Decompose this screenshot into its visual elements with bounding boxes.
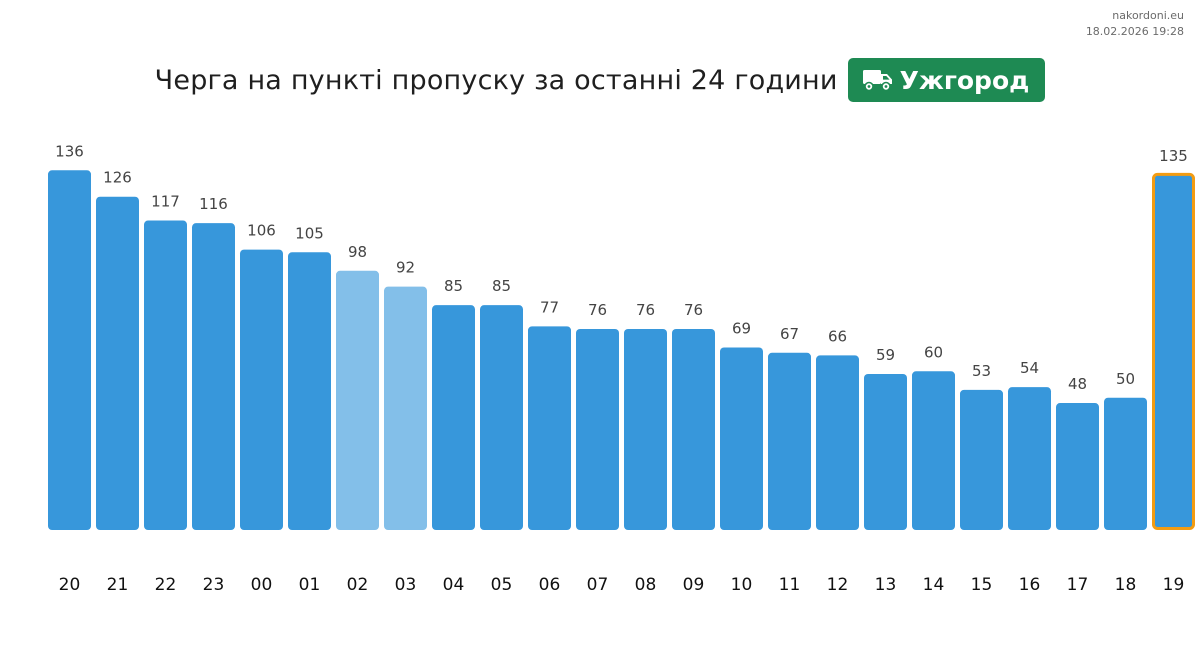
bar-03: [384, 286, 427, 530]
x-tick-label-09: 09: [683, 575, 705, 595]
x-tick-label-17: 17: [1067, 575, 1089, 595]
x-tick-label-10: 10: [731, 575, 753, 595]
meta-info: nakordoni.eu 18.02.2026 19:28: [1086, 8, 1184, 40]
x-tick-label-08: 08: [635, 575, 657, 595]
bar-23: [192, 223, 235, 530]
chart-header: Черга на пункті пропуску за останні 24 г…: [0, 58, 1200, 102]
x-tick-label-11: 11: [779, 575, 801, 595]
bar-08: [624, 328, 667, 530]
value-label-18: 50: [1116, 370, 1135, 388]
bar-19: [1152, 172, 1195, 531]
value-label-12: 66: [828, 327, 847, 345]
bars-group: [48, 170, 1195, 531]
value-label-08: 76: [636, 301, 655, 319]
location-badge-label: Ужгород: [899, 65, 1030, 95]
bar-17: [1056, 403, 1099, 530]
value-label-11: 67: [780, 325, 799, 343]
chart-title: Черга на пункті пропуску за останні 24 г…: [154, 64, 838, 96]
x-tick-label-21: 21: [107, 575, 129, 595]
bar-21: [96, 196, 139, 531]
value-label-22: 117: [151, 193, 180, 211]
bar-05: [480, 305, 523, 530]
bar-22: [144, 220, 187, 530]
value-label-01: 105: [295, 224, 324, 242]
bar-07: [576, 328, 619, 530]
x-tick-label-20: 20: [59, 575, 81, 595]
value-label-00: 106: [247, 222, 276, 240]
x-tick-label-06: 06: [539, 575, 561, 595]
x-tick-label-04: 04: [443, 575, 465, 595]
value-label-20: 136: [55, 142, 84, 160]
bar-11: [768, 352, 811, 530]
location-badge: Ужгород: [847, 58, 1046, 102]
bar-06: [528, 326, 571, 530]
x-tick-label-15: 15: [971, 575, 993, 595]
bar-12: [816, 355, 859, 530]
bar-16: [1008, 387, 1051, 530]
x-tick-label-13: 13: [875, 575, 897, 595]
value-label-09: 76: [684, 301, 703, 319]
bar-04: [432, 305, 475, 530]
x-tick-label-23: 23: [203, 575, 225, 595]
value-label-04: 85: [444, 277, 463, 295]
value-labels-group: 136 126 117 116 106 105 98 92 85 85 77 76 76 76 69 67 66…: [55, 142, 1188, 393]
x-tick-label-02: 02: [347, 575, 369, 595]
value-label-14: 60: [924, 343, 943, 361]
value-label-03: 92: [396, 259, 415, 277]
bar-10: [720, 347, 763, 530]
value-label-16: 54: [1020, 359, 1039, 377]
x-tick-label-18: 18: [1115, 575, 1137, 595]
value-label-06: 77: [540, 298, 559, 316]
x-tick-label-03: 03: [395, 575, 417, 595]
bar-20: [48, 170, 91, 530]
value-label-21: 126: [103, 169, 132, 187]
x-tick-label-12: 12: [827, 575, 849, 595]
x-tick-label-00: 00: [251, 575, 273, 595]
bar-09: [672, 328, 715, 530]
value-label-23: 116: [199, 195, 228, 213]
x-tick-label-16: 16: [1019, 575, 1041, 595]
bar-14: [912, 371, 955, 530]
x-tick-label-01: 01: [299, 575, 321, 595]
bar-02: [336, 270, 379, 530]
value-label-13: 59: [876, 346, 895, 364]
x-tick-label-19: 19: [1163, 575, 1185, 595]
value-label-17: 48: [1068, 375, 1087, 393]
value-label-02: 98: [348, 243, 367, 261]
value-label-19: 135: [1159, 147, 1188, 165]
x-tick-label-05: 05: [491, 575, 513, 595]
bar-18: [1104, 397, 1147, 530]
value-label-05: 85: [492, 277, 511, 295]
timestamp: 18.02.2026 19:28: [1085, 25, 1184, 38]
value-label-15: 53: [972, 362, 991, 380]
bar-01: [288, 252, 331, 530]
bar-15: [960, 389, 1003, 530]
x-tick-label-14: 14: [923, 575, 945, 595]
truck-icon: [862, 70, 892, 92]
bar-00: [240, 249, 283, 530]
value-label-10: 69: [732, 319, 751, 337]
bar-13: [864, 373, 907, 530]
x-tick-labels-group: 20 21 22 23 00 01 02 03 04 05 06 07 08 09 10 11 12 13 14 15…: [59, 575, 1185, 595]
x-tick-label-07: 07: [587, 575, 609, 595]
x-tick-label-22: 22: [155, 575, 177, 595]
value-label-07: 76: [588, 301, 607, 319]
site-name: nakordoni.eu: [1112, 9, 1184, 22]
